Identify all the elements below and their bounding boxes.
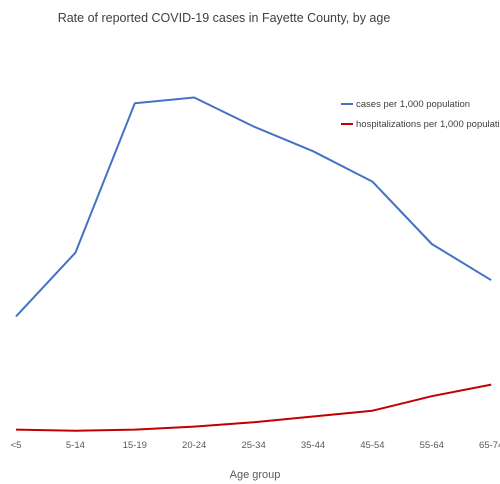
legend: cases per 1,000 population hospitalizati… xyxy=(341,99,500,130)
series-line-hospitalizations xyxy=(15,383,492,432)
x-tick-label: 25-34 xyxy=(241,440,265,451)
plot-area xyxy=(15,96,492,432)
chart-title: Rate of reported COVID-19 cases in Fayet… xyxy=(58,11,391,25)
x-axis-ticks: <5 5-14 15-19 20-24 25-34 35-44 45-54 55-64 65-7… xyxy=(11,440,500,451)
x-tick-label: 35-44 xyxy=(301,440,325,451)
legend-label-cases: cases per 1,000 population xyxy=(356,99,470,110)
x-tick-label: 65-74 xyxy=(479,440,500,451)
x-tick-label: 15-19 xyxy=(123,440,147,451)
series-line-cases xyxy=(15,96,492,318)
x-tick-label: 45-54 xyxy=(360,440,384,451)
x-tick-label: 5-14 xyxy=(66,440,85,451)
x-tick-label: <5 xyxy=(11,440,22,451)
legend-label-hospitalizations: hospitalizations per 1,000 population xyxy=(356,119,500,130)
x-tick-label: 55-64 xyxy=(420,440,444,451)
x-tick-label: 20-24 xyxy=(182,440,206,451)
x-axis-label: Age group xyxy=(230,469,281,481)
